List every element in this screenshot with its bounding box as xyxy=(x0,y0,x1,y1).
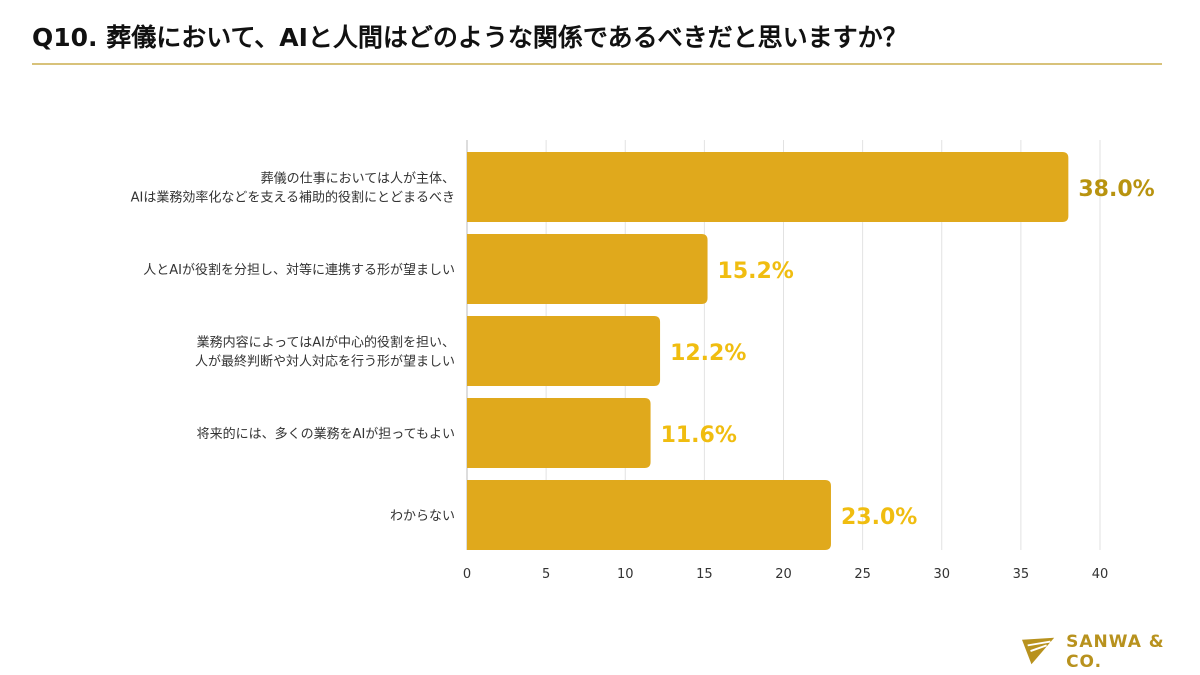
x-tick-label: 35 xyxy=(1013,567,1030,582)
category-label: 人とAIが役割を分担し、対等に連携する形が望ましい xyxy=(143,262,455,278)
brand-name: SANWA & CO. xyxy=(1066,632,1165,672)
bar xyxy=(467,234,708,304)
bar xyxy=(467,152,1069,222)
logo-mark-icon xyxy=(1022,637,1055,665)
title-divider xyxy=(32,63,1162,65)
brand-logo: SANWA & CO. xyxy=(1022,632,1200,672)
data-label: 15.2% xyxy=(718,259,794,284)
bar xyxy=(467,480,831,550)
x-tick-label: 25 xyxy=(854,567,871,582)
x-tick-label: 15 xyxy=(696,567,713,582)
data-label: 23.0% xyxy=(841,505,917,530)
x-tick-label: 10 xyxy=(617,567,634,582)
category-label: 業務内容によってはAIが中心的役割を担い、 xyxy=(197,335,455,351)
bar xyxy=(467,398,651,468)
category-label: 人が最終判断や対人対応を行う形が望ましい xyxy=(195,354,455,370)
bar xyxy=(467,316,661,386)
x-tick-label: 30 xyxy=(933,567,950,582)
data-label: 38.0% xyxy=(1078,177,1154,202)
x-tick-label: 40 xyxy=(1092,567,1109,582)
category-label: 将来的には、多くの業務をAIが担ってもよい xyxy=(197,426,455,442)
data-label: 12.2% xyxy=(670,341,746,366)
category-label: 葬儀の仕事においては人が主体、 xyxy=(261,172,455,187)
x-tick-label: 20 xyxy=(775,567,792,582)
x-tick-label: 5 xyxy=(542,567,550,582)
data-label: 11.6% xyxy=(661,423,737,448)
category-label: AIは業務効率化などを支える補助的役割にとどまるべき xyxy=(131,190,455,206)
page-title: Q10. 葬儀において、AIと人間はどのような関係であるべきだと思いますか？ xyxy=(32,23,908,52)
category-label: わからない xyxy=(390,509,455,524)
x-tick-label: 0 xyxy=(463,567,471,582)
